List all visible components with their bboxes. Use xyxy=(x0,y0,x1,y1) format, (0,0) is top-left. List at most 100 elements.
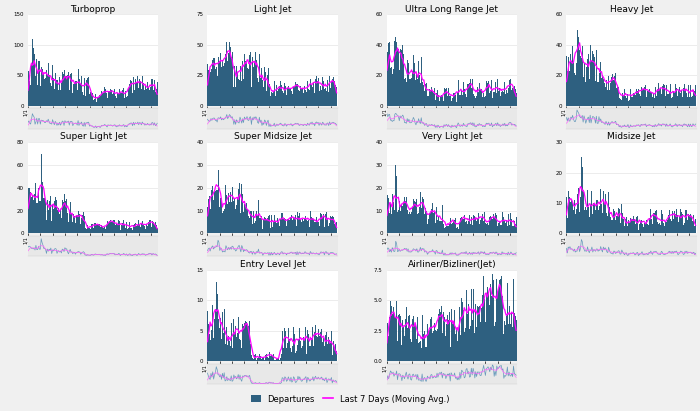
Bar xyxy=(613,209,615,233)
Bar xyxy=(471,289,472,361)
Bar xyxy=(440,312,441,361)
Bar xyxy=(335,344,336,361)
Bar xyxy=(476,221,477,233)
Bar xyxy=(586,67,587,106)
Bar xyxy=(112,221,113,233)
Bar xyxy=(269,352,270,361)
Bar xyxy=(241,81,242,106)
Bar xyxy=(79,79,81,106)
Bar xyxy=(605,194,606,233)
Bar xyxy=(102,226,103,233)
Bar xyxy=(666,222,667,233)
Bar xyxy=(80,84,81,106)
Bar xyxy=(104,227,105,233)
Bar xyxy=(64,194,65,233)
Bar xyxy=(455,335,456,361)
Bar xyxy=(387,323,388,361)
Bar xyxy=(302,88,303,106)
Bar xyxy=(500,92,502,106)
Bar xyxy=(572,46,573,106)
Bar xyxy=(587,190,588,233)
Bar xyxy=(639,95,640,106)
Bar xyxy=(290,329,291,361)
Bar xyxy=(658,224,659,233)
Bar xyxy=(222,213,223,233)
Bar xyxy=(464,215,465,233)
Bar xyxy=(244,323,245,361)
Bar xyxy=(450,347,451,361)
Bar xyxy=(691,97,692,106)
Bar xyxy=(589,45,591,106)
Bar xyxy=(402,45,403,106)
Bar xyxy=(407,338,409,361)
Bar xyxy=(230,192,231,233)
Bar xyxy=(393,212,394,233)
Bar xyxy=(298,339,300,361)
Bar xyxy=(123,88,124,106)
Bar xyxy=(627,230,629,233)
Bar xyxy=(591,205,592,233)
Bar xyxy=(619,98,620,106)
Bar xyxy=(252,224,253,233)
Bar xyxy=(587,58,588,106)
Bar xyxy=(224,209,225,233)
Bar xyxy=(567,71,568,106)
Bar xyxy=(250,211,251,233)
Bar xyxy=(630,218,631,233)
Bar xyxy=(509,80,510,106)
Bar xyxy=(263,357,264,361)
Bar xyxy=(459,95,461,106)
Bar xyxy=(386,340,387,361)
Bar xyxy=(495,301,496,361)
Bar xyxy=(603,79,604,106)
Bar xyxy=(49,74,50,106)
Bar xyxy=(223,66,224,106)
Bar xyxy=(490,91,491,106)
Title: Super Light Jet: Super Light Jet xyxy=(60,132,127,141)
Bar xyxy=(242,61,243,106)
Bar xyxy=(444,96,445,106)
Bar xyxy=(30,192,31,233)
Bar xyxy=(584,63,585,106)
Bar xyxy=(440,96,441,106)
Bar xyxy=(245,321,246,361)
Bar xyxy=(575,209,577,233)
Bar xyxy=(681,90,682,106)
Bar xyxy=(478,92,479,106)
Bar xyxy=(691,216,692,233)
Bar xyxy=(480,321,481,361)
Bar xyxy=(210,339,211,361)
Bar xyxy=(444,315,445,361)
Bar xyxy=(637,216,638,233)
Bar xyxy=(239,54,240,106)
Bar xyxy=(252,358,253,361)
Bar xyxy=(514,316,516,361)
Bar xyxy=(75,224,76,233)
Bar xyxy=(113,89,115,106)
Bar xyxy=(274,96,276,106)
Bar xyxy=(458,222,459,233)
Bar xyxy=(221,339,222,361)
Bar xyxy=(593,54,594,106)
Bar xyxy=(491,217,492,233)
Bar xyxy=(431,317,432,361)
Bar xyxy=(278,89,279,106)
Bar xyxy=(237,332,238,361)
Bar xyxy=(496,279,497,361)
Bar xyxy=(335,85,336,106)
Bar xyxy=(392,74,393,106)
Bar xyxy=(151,79,153,106)
Bar xyxy=(450,217,451,233)
Bar xyxy=(39,201,40,233)
Bar xyxy=(60,210,61,233)
Bar xyxy=(225,185,226,233)
Bar xyxy=(443,101,444,106)
Bar xyxy=(237,72,238,106)
Bar xyxy=(498,91,499,106)
Bar xyxy=(323,338,324,361)
Bar xyxy=(606,213,608,233)
Bar xyxy=(212,60,214,106)
Bar xyxy=(571,61,572,106)
Bar xyxy=(238,79,239,106)
Bar xyxy=(406,82,407,106)
